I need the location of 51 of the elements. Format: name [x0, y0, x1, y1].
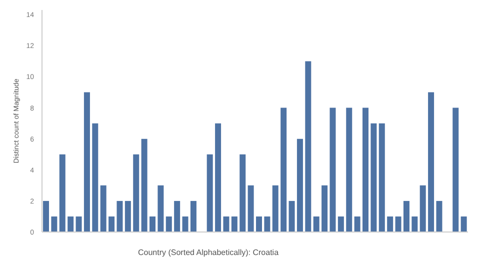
bar: [338, 216, 344, 232]
bar: [428, 92, 434, 232]
bar: [141, 138, 148, 232]
bar: [280, 108, 287, 232]
bar: [452, 108, 459, 232]
bar: [460, 216, 467, 232]
bar: [256, 216, 262, 232]
bar: [116, 200, 123, 232]
bar: [305, 61, 312, 232]
bar: [190, 200, 196, 232]
bar: [272, 185, 278, 232]
bar: [174, 200, 180, 232]
bar: [206, 154, 213, 232]
bar: [354, 216, 360, 232]
bar: [158, 185, 164, 232]
bar: [412, 216, 418, 232]
bar: [288, 200, 295, 232]
bar: [378, 123, 385, 232]
bar: [313, 216, 320, 232]
bar: [68, 216, 74, 232]
bar: [223, 216, 230, 232]
bar: [215, 123, 222, 232]
bar: [296, 138, 303, 232]
bar: [92, 123, 98, 232]
bar: [59, 154, 66, 232]
bar: [166, 216, 172, 232]
bar: [403, 200, 410, 232]
bar: [43, 200, 49, 232]
bar: [322, 185, 328, 232]
bar: [362, 108, 368, 232]
bar: [420, 185, 426, 232]
bar: [370, 123, 377, 232]
text: Country (Sorted Alphabetically): Croatia: [138, 248, 279, 257]
bar: [436, 200, 442, 232]
bar: [76, 216, 82, 232]
bar: [395, 216, 402, 232]
bar: [240, 154, 246, 232]
bar: [182, 216, 188, 232]
bar: [133, 154, 140, 232]
bar: [264, 216, 270, 232]
bar: [84, 92, 90, 232]
bar: [100, 185, 106, 232]
bar: [51, 216, 58, 232]
bar: [346, 108, 352, 232]
bar: [387, 216, 394, 232]
bar: [330, 108, 336, 232]
bar: [124, 200, 131, 232]
bar: [150, 216, 156, 232]
bar: [248, 185, 254, 232]
bar: [231, 216, 238, 232]
bar: [108, 216, 115, 232]
